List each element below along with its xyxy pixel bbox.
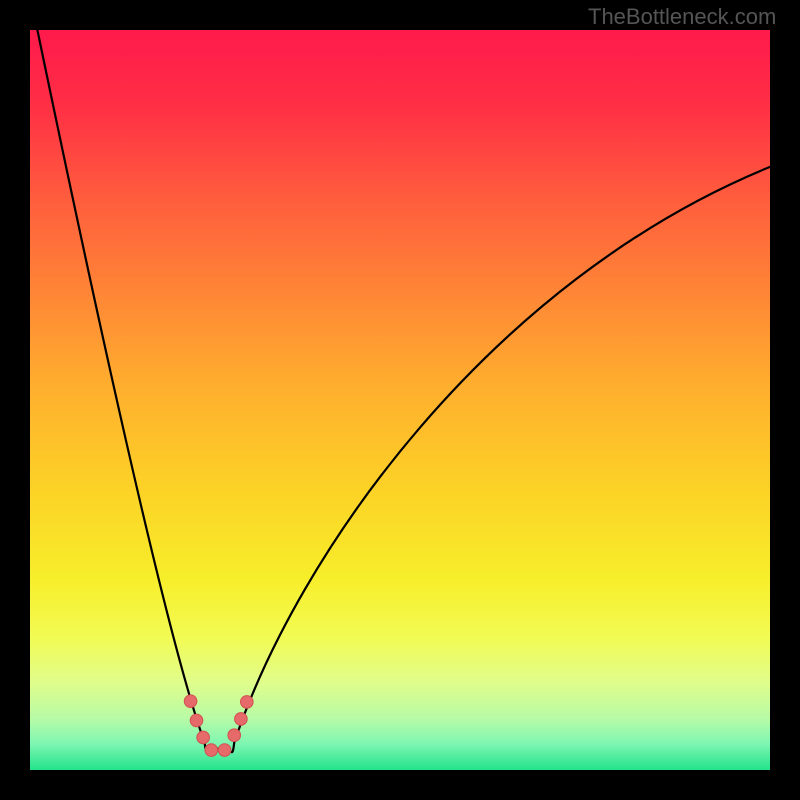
valley-marker [241, 696, 254, 709]
valley-marker [228, 729, 241, 742]
watermark-text: TheBottleneck.com [588, 4, 776, 30]
valley-marker [205, 744, 218, 757]
plot-background [30, 30, 770, 770]
valley-marker [218, 744, 231, 757]
chart-stage: TheBottleneck.com [0, 0, 800, 800]
valley-marker [197, 731, 210, 744]
valley-marker [184, 695, 197, 708]
valley-marker [235, 713, 248, 726]
chart-svg [0, 0, 800, 800]
valley-marker [190, 714, 203, 727]
